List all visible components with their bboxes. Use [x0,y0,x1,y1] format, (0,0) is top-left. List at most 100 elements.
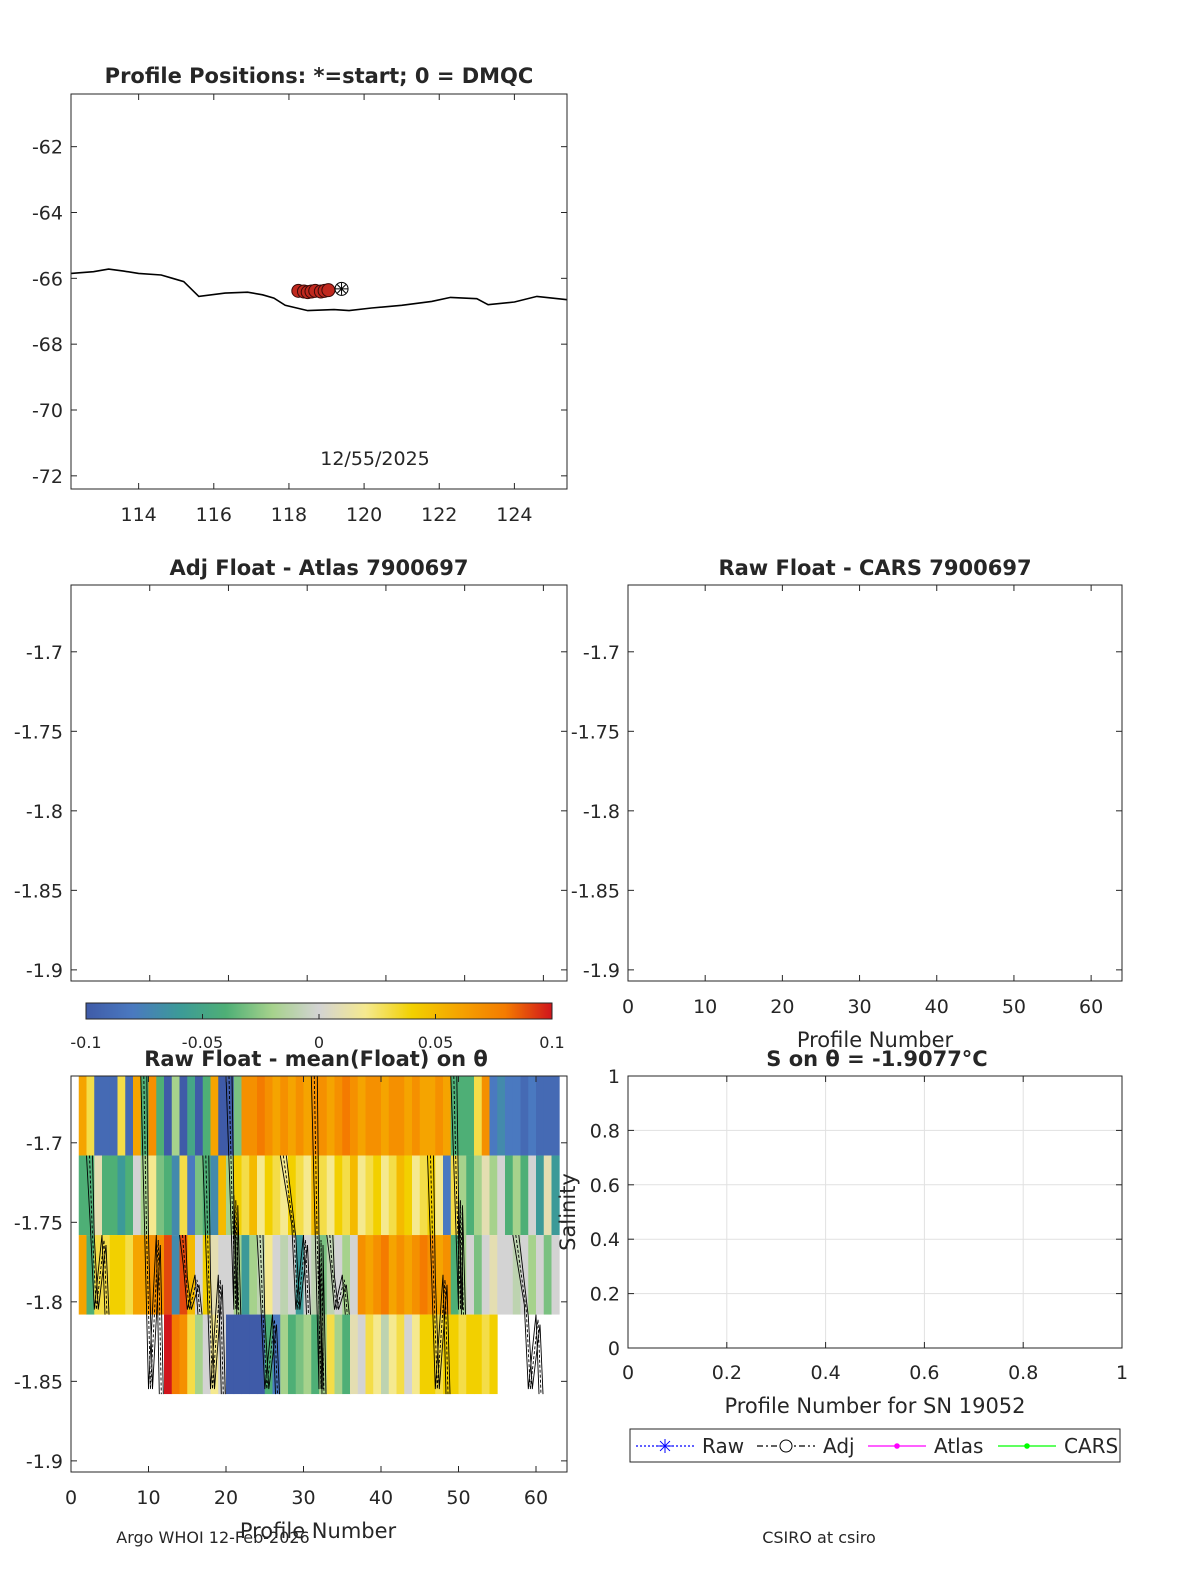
heatmap-cell [365,1235,374,1315]
heatmap-cell [435,1155,444,1236]
map-xtick-label: 114 [121,504,157,526]
heatmap-cell [187,1076,196,1156]
heatmap-cell [481,1076,490,1156]
heatmap-cell [528,1235,537,1315]
heatmap-cell [133,1235,142,1315]
heatmap-cell [342,1076,351,1156]
heatmap-cell [272,1314,281,1395]
adj-atlas-axes-box [70,584,568,982]
heatmap-cell [171,1235,180,1315]
heatmap-cell [326,1076,335,1156]
heatmap-cell [388,1235,397,1315]
heat-xtick-label: 30 [291,1487,315,1509]
sal-xtick-label: 0.4 [810,1362,840,1384]
heatmap-cell [195,1314,204,1395]
heatmap-cell [458,1155,467,1236]
cars-xtick-label: 40 [925,996,949,1018]
heatmap-cell [474,1155,483,1236]
salinity-legend: Raw Adj Atlas CARS [636,1434,1118,1458]
heatmap-cell [388,1076,397,1156]
heatmap-cell [202,1155,211,1236]
heatmap-cell [78,1235,87,1315]
heatmap-cell [435,1314,444,1395]
heat-xtick-label: 10 [136,1487,160,1509]
heatmap-cell [241,1155,250,1236]
heatmap-cell [381,1314,390,1395]
heatmap-cell [148,1076,157,1156]
raw-mean-panel: Raw Float - mean(Float) on θ 0 10 20 30 40 50… [14,1047,568,1543]
heatmap-cell [117,1235,126,1315]
heatmap-cell [233,1076,242,1156]
legend-label-atlas: Atlas [934,1434,983,1458]
heatmap-cell [140,1235,149,1315]
heat-xtick-label: 50 [446,1487,470,1509]
heatmap-cell [381,1076,390,1156]
heatmap-cell [326,1314,335,1395]
heat-xtick-label: 0 [65,1487,77,1509]
heatmap-contour-line [140,1075,160,1395]
sal-xtick-label: 0.6 [909,1362,939,1384]
heatmap-cell [326,1155,335,1236]
adj-ytick-label: -1.8 [26,801,63,823]
heatmap-cell [272,1076,281,1156]
cars-xtick-label: 50 [1002,996,1026,1018]
raw-cars-panel: Raw Float - CARS 7900697 -1.7-1.75-1.8-1… [571,556,1123,1052]
heatmap-cell [458,1314,467,1395]
heatmap-cell [125,1235,134,1315]
heatmap-cell [543,1076,552,1156]
heatmap-cell [280,1235,289,1315]
heatmap-cell [218,1235,227,1315]
heatmap-cell [350,1076,359,1156]
heatmap-cell [171,1076,180,1156]
heatmap-contour-line [89,1155,108,1315]
heatmap-cell [288,1155,297,1236]
heatmap-cell [94,1155,103,1236]
raw-mean-ticks: 0 10 20 30 40 50 60 -1.7 -1.75 -1.8 -1.85 -1.9 [14,1076,567,1509]
heatmap-cell [210,1314,219,1395]
salinity-axes-bg [628,1076,1122,1348]
map-ytick-label: -64 [32,203,63,225]
heat-ytick-label: -1.9 [26,1451,63,1473]
heatmap-cell [117,1155,126,1236]
heatmap-cell [164,1235,173,1315]
heatmap-cell [249,1314,258,1395]
heatmap-cell [396,1235,405,1315]
heat-ytick-label: -1.8 [26,1292,63,1314]
heatmap-cell [505,1235,514,1315]
raw-cars-title: Raw Float - CARS 7900697 [718,556,1031,580]
cars-ytick-label: -1.75 [571,721,620,743]
salinity-axes-box [627,1075,1123,1349]
heatmap-contour-line [316,1075,327,1395]
heatmap-cell [125,1155,134,1236]
heatmap-cell [450,1314,459,1395]
heatmap-cell [86,1235,95,1315]
heatmap-cell [536,1235,545,1315]
heatmap-cell [303,1314,312,1395]
heatmap-cell [342,1314,351,1395]
heatmap-contour-line [430,1155,449,1395]
heatmap-cell [319,1155,328,1236]
heatmap-cell [350,1314,359,1395]
heatmap-cell [179,1155,188,1236]
heatmap-cell [334,1235,343,1315]
heat-xtick-label: 20 [214,1487,238,1509]
heatmap-cell [520,1155,529,1236]
cars-xtick-label: 60 [1079,996,1103,1018]
heatmap-cell [241,1235,250,1315]
raw-mean-title: Raw Float - mean(Float) on θ [144,1047,488,1071]
cars-xtick-label: 30 [847,996,871,1018]
map-ytick-label: -62 [32,137,63,159]
heatmap-cell [373,1314,382,1395]
heatmap-cell [78,1155,87,1236]
heatmap-cell [233,1155,242,1236]
heatmap-cell [117,1076,126,1156]
heatmap-contour-line [202,1155,222,1395]
map-xtick-label: 118 [271,504,307,526]
heatmap-cell [195,1235,204,1315]
adj-ytick-label: -1.7 [26,642,63,664]
heatmap-cell [171,1314,180,1395]
heatmap-cell [505,1155,514,1236]
heatmap-cell [528,1076,537,1156]
heatmap-cell [497,1155,506,1236]
heat-xtick-label: 60 [524,1487,548,1509]
